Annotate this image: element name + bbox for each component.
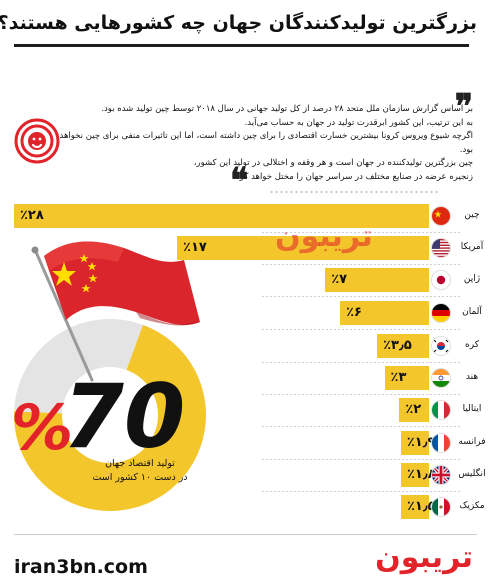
brand-logo: تریبون — [375, 540, 473, 575]
row-separator — [261, 362, 461, 363]
row-separator — [261, 264, 461, 265]
bar-row: ٪۱۷ آمریکا — [0, 236, 491, 260]
bar-value-label: ٪۳٫۵ — [383, 338, 412, 353]
bar-value-label: ٪۳ — [390, 370, 407, 385]
uk-flag-icon — [432, 466, 450, 484]
bar — [377, 334, 429, 358]
caption-line: در دست ۱۰ کشور است — [92, 472, 188, 483]
bar-value-label: ٪۲ — [405, 402, 422, 417]
china-flag-icon — [432, 207, 450, 225]
usa-flag-icon — [432, 239, 450, 257]
big-stat-number: 70 — [63, 365, 185, 455]
bar-row: ٪۶ آلمان — [0, 301, 491, 325]
intro-line: اگرچه شیوع ویروس کرونا بیشترین خسارت اقت… — [59, 131, 473, 155]
bar — [399, 398, 429, 422]
row-separator — [261, 232, 461, 233]
bar-row: ٪۱٫۸ انگلیس — [0, 463, 491, 487]
china-waving-flag-icon — [44, 241, 200, 325]
bar-value-label: ٪۱٫۵ — [407, 499, 436, 514]
bar-row: ٪۳ هند — [0, 366, 491, 390]
bar — [177, 236, 429, 260]
dotted-divider — [269, 190, 439, 194]
flag-pole — [34, 250, 94, 382]
france-flag-icon — [432, 434, 450, 452]
country-label: آمریکا — [460, 242, 484, 252]
germany-flag-icon — [432, 304, 450, 322]
country-label: ایتالیا — [462, 404, 482, 414]
intro-line: زنجیره عرضه در صنایع مختلف در سراسر جهان… — [233, 171, 473, 182]
row-separator — [261, 426, 461, 427]
bar-value-label: ٪۲۸ — [20, 208, 44, 223]
big-stat-percent: % — [14, 391, 73, 455]
row-separator — [261, 459, 461, 460]
donut-rest-segment — [14, 319, 143, 414]
quote-close-icon: ❝ — [230, 161, 249, 201]
bar — [340, 301, 429, 325]
bar-value-label: ٪۷ — [331, 272, 348, 287]
bar-value-label: ٪۱۷ — [183, 240, 207, 255]
intro-line: چین بزرگترین تولیدکننده در جهان است و هر… — [193, 158, 473, 168]
big-stat: 70 % — [14, 365, 185, 455]
donut-share-segment — [14, 324, 207, 511]
big-stat-caption: تولید اقتصاد جهان در دست ۱۰ کشور است — [90, 457, 190, 485]
page-title: بزرگترین تولیدکنندگان جهان چه کشورهایی ه… — [0, 12, 477, 34]
country-label: کره — [465, 340, 479, 350]
intro-line: به این ترتیب، این کشور ابرقدرت تولید در … — [244, 117, 473, 128]
footer-divider — [14, 534, 477, 535]
tribun-logo-icon — [14, 118, 60, 164]
bar-row: ٪۱٫۵ مکزیک — [0, 495, 491, 519]
bar — [401, 463, 429, 487]
india-flag-icon — [432, 369, 450, 387]
country-label: آلمان — [462, 307, 482, 317]
country-label: انگلیس — [458, 469, 486, 479]
bar — [14, 204, 429, 228]
flag-pole-cap — [31, 246, 39, 254]
bar-row: ٪۱٫۹ فرانسه — [0, 431, 491, 455]
bar-row: ٪۲۸ چین — [0, 204, 491, 228]
bar-row: ٪۷ ژاپن — [0, 268, 491, 292]
country-label: فرانسه — [458, 437, 486, 447]
bar-value-label: ٪۶ — [346, 305, 362, 320]
country-label: هند — [465, 372, 479, 382]
bar-row: ٪۳٫۵ کره — [0, 334, 491, 358]
row-separator — [261, 329, 461, 330]
bar-row: ٪۲ ایتالیا — [0, 398, 491, 422]
site-url[interactable]: iran3bn.com — [14, 556, 148, 578]
title-divider — [14, 44, 469, 47]
bar — [325, 268, 429, 292]
japan-flag-icon — [432, 271, 450, 289]
bar-value-label: ٪۱٫۸ — [407, 467, 436, 482]
row-separator — [261, 394, 461, 395]
intro-line: بر اساس گزارش سازمان ملل متحد ۲۸ درصد از… — [101, 104, 473, 114]
row-separator — [261, 296, 461, 297]
mexico-flag-icon — [432, 498, 450, 516]
watermark: تریبون — [275, 219, 373, 254]
korea-flag-icon — [432, 337, 450, 355]
bar — [384, 366, 429, 390]
quote-open-icon: ❞ — [454, 87, 473, 127]
bar — [400, 431, 429, 455]
country-label: چین — [464, 210, 480, 220]
country-label: ژاپن — [463, 274, 481, 284]
intro-text: بر اساس گزارش سازمان ملل متحد ۲۸ درصد از… — [53, 103, 473, 184]
italy-flag-icon — [432, 401, 450, 419]
bar-value-label: ٪۱٫۹ — [406, 435, 436, 450]
bar — [401, 495, 429, 519]
caption-line: تولید اقتصاد جهان — [105, 458, 175, 469]
country-label: مکزیک — [459, 501, 485, 511]
row-separator — [261, 491, 461, 492]
